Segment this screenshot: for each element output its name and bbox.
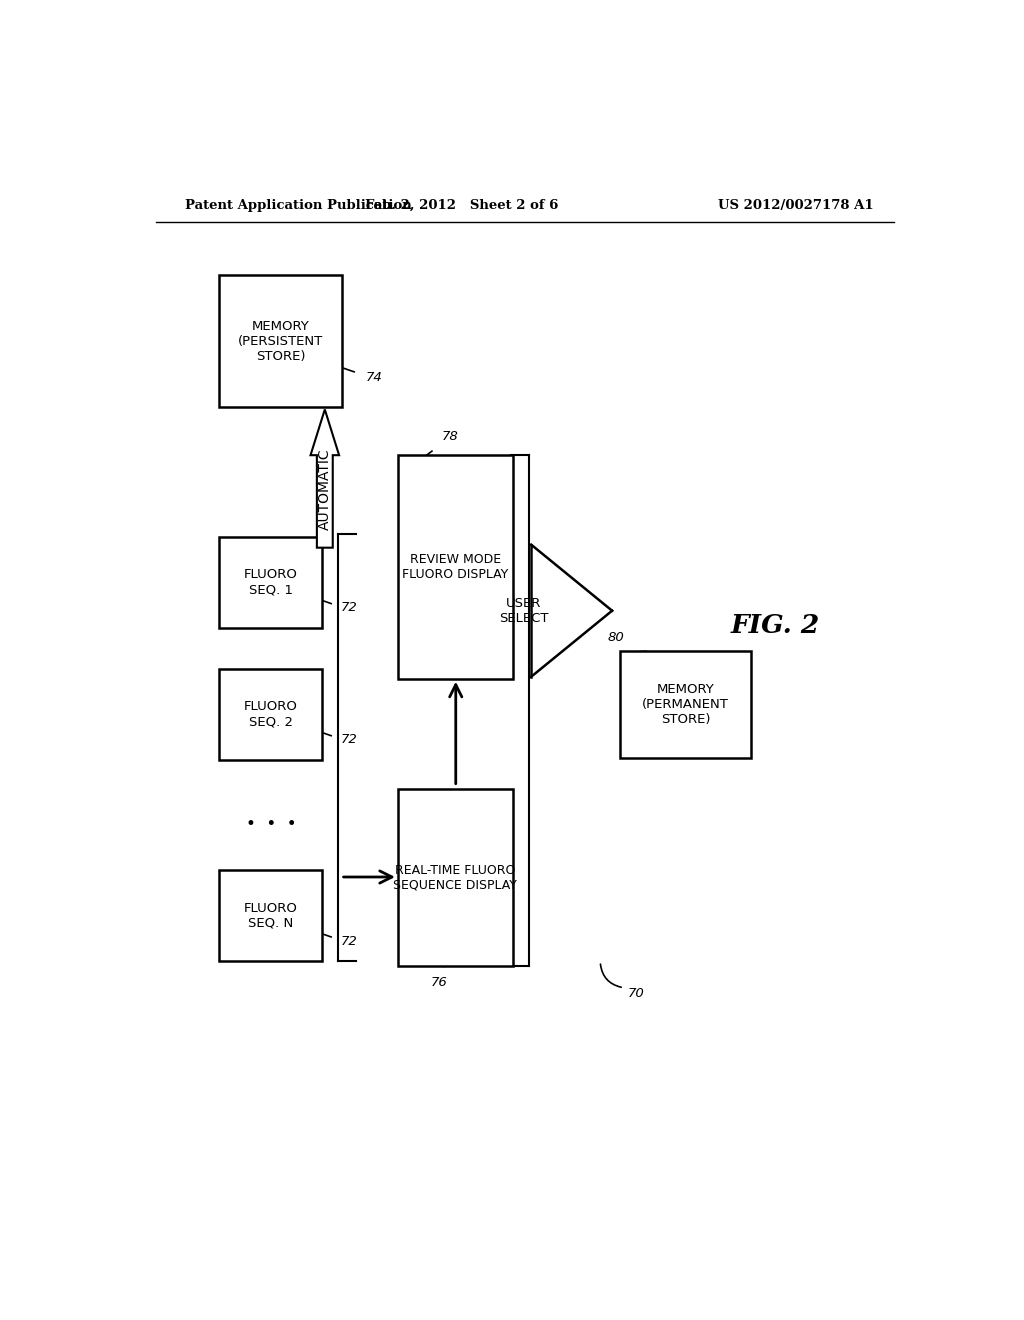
Text: FLUORO
SEQ. 2: FLUORO SEQ. 2: [244, 701, 298, 729]
Text: 72: 72: [341, 935, 357, 948]
Polygon shape: [310, 409, 339, 548]
Text: 70: 70: [628, 987, 645, 1001]
FancyBboxPatch shape: [620, 651, 751, 758]
Text: AUTOMATIC: AUTOMATIC: [317, 447, 332, 529]
Text: 74: 74: [367, 371, 383, 384]
Text: REAL-TIME FLUORO
SEQUENCE DISPLAY: REAL-TIME FLUORO SEQUENCE DISPLAY: [393, 863, 517, 891]
Text: 72: 72: [341, 734, 357, 746]
Text: 72: 72: [341, 601, 357, 614]
FancyBboxPatch shape: [219, 276, 342, 408]
Text: MEMORY
(PERSISTENT
STORE): MEMORY (PERSISTENT STORE): [239, 319, 324, 363]
Text: Patent Application Publication: Patent Application Publication: [185, 198, 412, 211]
FancyBboxPatch shape: [397, 788, 513, 966]
FancyBboxPatch shape: [397, 455, 513, 678]
Text: •  •  •: • • •: [246, 816, 296, 833]
Text: US 2012/0027178 A1: US 2012/0027178 A1: [719, 198, 873, 211]
Text: FLUORO
SEQ. N: FLUORO SEQ. N: [244, 902, 298, 929]
FancyBboxPatch shape: [219, 536, 323, 628]
Text: USER
SELECT: USER SELECT: [499, 597, 549, 624]
FancyBboxPatch shape: [219, 669, 323, 760]
FancyBboxPatch shape: [219, 870, 323, 961]
Text: 80: 80: [607, 631, 625, 644]
Text: FLUORO
SEQ. 1: FLUORO SEQ. 1: [244, 568, 298, 597]
Text: Feb. 2, 2012   Sheet 2 of 6: Feb. 2, 2012 Sheet 2 of 6: [365, 198, 558, 211]
Text: 78: 78: [441, 430, 458, 444]
Text: 76: 76: [431, 975, 447, 989]
Text: REVIEW MODE
FLUORO DISPLAY: REVIEW MODE FLUORO DISPLAY: [402, 553, 509, 581]
Text: MEMORY
(PERMANENT
STORE): MEMORY (PERMANENT STORE): [642, 684, 729, 726]
Text: FIG. 2: FIG. 2: [730, 614, 819, 639]
